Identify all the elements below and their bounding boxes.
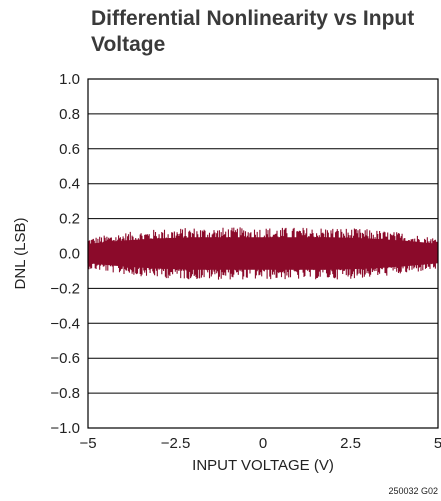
figure-code: 250032 G02 [388, 486, 438, 496]
x-tick-label: −2.5 [161, 435, 191, 452]
y-tick-label: −0.4 [50, 315, 80, 332]
x-tick-label: 0 [259, 435, 267, 452]
y-tick-label: 1.0 [59, 71, 80, 88]
y-tick-label: −1.0 [50, 420, 80, 437]
y-tick-label: 0.2 [59, 211, 80, 228]
y-tick-label: 0.0 [59, 246, 80, 263]
y-tick-label: −0.6 [50, 350, 80, 367]
x-tick-labels: −5 −2.5 0 2.5 5 [79, 435, 441, 452]
y-tick-label: 0.6 [59, 141, 80, 158]
x-tick-label: 2.5 [340, 435, 361, 452]
plot-frame [87, 78, 439, 429]
y-axis-label: DNL (LSB) [12, 218, 29, 290]
chart-title-line-1: Differential Nonlinearity vs Input [91, 7, 414, 30]
y-tick-label: −0.2 [50, 280, 80, 297]
dnl-series-line [87, 227, 438, 280]
y-tick-labels: 1.0 0.8 0.6 0.4 0.2 0.0 −0.2 −0.4 −0.6 −0.8 −1.0 [50, 71, 80, 437]
y-tick-label: 0.8 [59, 106, 80, 123]
y-tick-label: −0.8 [50, 385, 80, 402]
x-tick-label: 5 [434, 435, 441, 452]
x-axis-label: INPUT VOLTAGE (V) [192, 457, 334, 474]
chart-title-line-2: Voltage [91, 33, 165, 56]
dnl-noise-band [87, 227, 438, 280]
y-tick-label: 0.4 [59, 176, 80, 193]
x-tick-label: −5 [79, 435, 96, 452]
